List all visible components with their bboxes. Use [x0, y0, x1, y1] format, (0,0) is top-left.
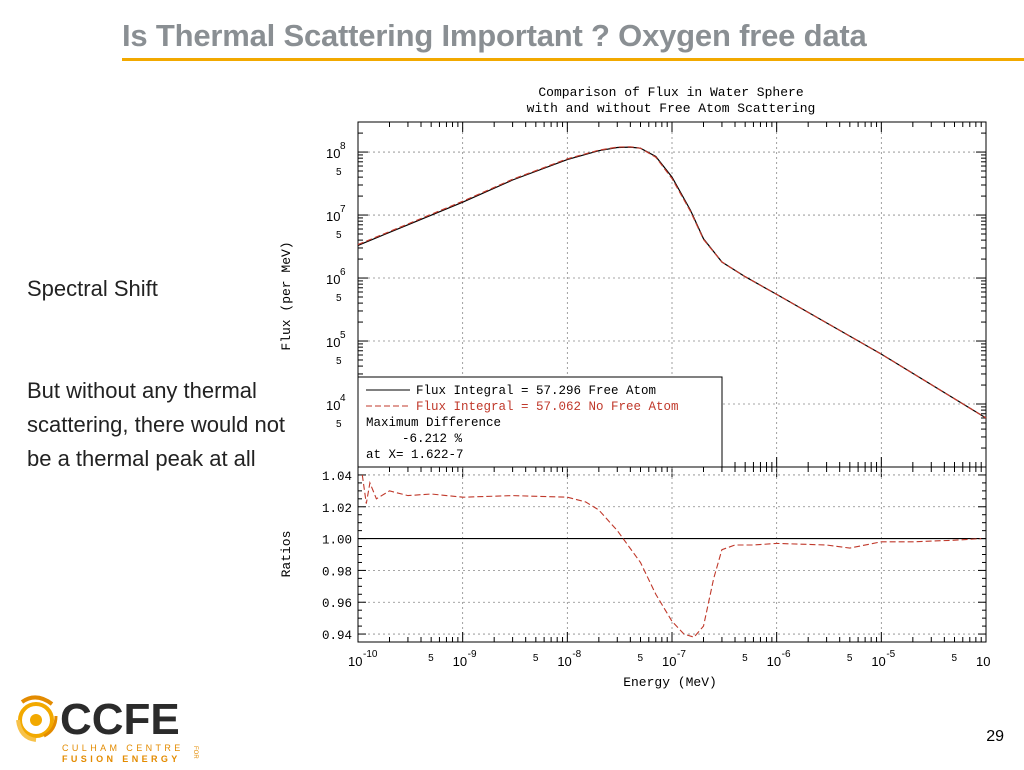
y-tick-label-exp: 7 — [340, 204, 346, 215]
legend-box: Flux Integral = 57.296 Free Atom Flux In… — [357, 376, 723, 468]
ratio-tick-label: 1.02 — [322, 502, 352, 516]
ratio-tick-label: 0.98 — [322, 565, 352, 579]
x-tick-label: 10 — [662, 654, 676, 669]
ratio-tick-label: 1.00 — [322, 534, 352, 548]
chart-title-line1: Comparison of Flux in Water Sphere — [538, 85, 803, 100]
y-tick-label-exp: 5 — [340, 330, 346, 341]
y-minor-label: 5 — [336, 356, 342, 367]
side-text-no-thermal-peak: But without any thermal scattering, ther… — [27, 378, 286, 471]
x-tick-label-exp: -7 — [677, 649, 686, 660]
y-tick-label: 10 — [326, 146, 340, 161]
y-tick-label-exp: 4 — [340, 393, 346, 404]
logo-for: FOR — [192, 746, 198, 759]
y-minor-label: 5 — [336, 293, 342, 304]
logo-line1: CULHAM CENTRE — [62, 743, 184, 753]
y-minor-label: 5 — [336, 167, 342, 178]
bottom-ylabel: Ratios — [279, 531, 294, 578]
x-minor-label: 5 — [637, 653, 643, 664]
x-minor-label: 5 — [847, 653, 853, 664]
y-tick-label-exp: 8 — [340, 141, 346, 152]
xlabel: Energy (MeV) — [623, 675, 717, 690]
legend-max-diff-value: -6.212 % — [402, 432, 463, 446]
logo-line2: FUSION ENERGY — [62, 754, 181, 764]
flame-icon — [16, 695, 58, 742]
chart-title-line2: with and without Free Atom Scattering — [527, 101, 816, 116]
x-tick-label-exp: -10 — [363, 649, 378, 660]
ratio-tick-label: 1.04 — [322, 470, 352, 484]
y-minor-label: 5 — [336, 230, 342, 241]
flux-comparison-chart: Comparison of Flux in Water Sphere with … — [279, 85, 990, 690]
x-tick-label-exp: -8 — [572, 649, 581, 660]
series-no-free-atom — [357, 146, 987, 419]
x-tick-label: 10 — [976, 654, 990, 669]
ratio-no-free-atom — [361, 474, 982, 638]
x-minor-label: 5 — [742, 653, 748, 664]
y-tick-label: 10 — [326, 398, 340, 413]
side-text-spectral-shift: Spectral Shift — [27, 276, 158, 301]
slide-title: Is Thermal Scattering Important ? Oxygen… — [122, 18, 867, 53]
x-tick-label-exp: -9 — [468, 649, 477, 660]
ratio-tick-label: 0.96 — [322, 597, 352, 611]
page-number: 29 — [986, 728, 1004, 745]
x-tick-label-exp: -6 — [782, 649, 791, 660]
ccfe-logo-graphic: CCFE CULHAM CENTRE FUSION ENERGY FOR — [16, 695, 198, 764]
x-minor-label: 5 — [533, 653, 539, 664]
x-tick-label: 10 — [767, 654, 781, 669]
logo-wordmark: CCFE — [60, 695, 180, 744]
y-tick-label: 10 — [326, 335, 340, 350]
y-tick-label-exp: 6 — [340, 267, 346, 278]
title-rule — [122, 58, 1024, 61]
y-tick-label: 10 — [326, 209, 340, 224]
legend-no-free-atom: Flux Integral = 57.062 No Free Atom — [416, 400, 679, 414]
ccfe-logo: CCFE CULHAM CENTRE FUSION ENERGY FOR — [8, 690, 208, 765]
x-minor-label: 5 — [428, 653, 434, 664]
legend-max-diff-label: Maximum Difference — [366, 416, 501, 430]
x-minor-label: 5 — [951, 653, 957, 664]
y-minor-label: 5 — [336, 419, 342, 430]
x-tick-label: 10 — [557, 654, 571, 669]
x-tick-label: 10 — [871, 654, 885, 669]
x-tick-label: 10 — [348, 654, 362, 669]
top-ylabel: Flux (per MeV) — [279, 241, 294, 350]
x-tick-label: 10 — [453, 654, 467, 669]
legend-free-atom: Flux Integral = 57.296 Free Atom — [416, 384, 656, 398]
legend-max-diff-at: at X= 1.622-7 — [366, 448, 464, 462]
x-tick-label-exp: -5 — [886, 649, 895, 660]
ratio-tick-label: 0.94 — [322, 629, 352, 643]
y-tick-label: 10 — [326, 272, 340, 287]
